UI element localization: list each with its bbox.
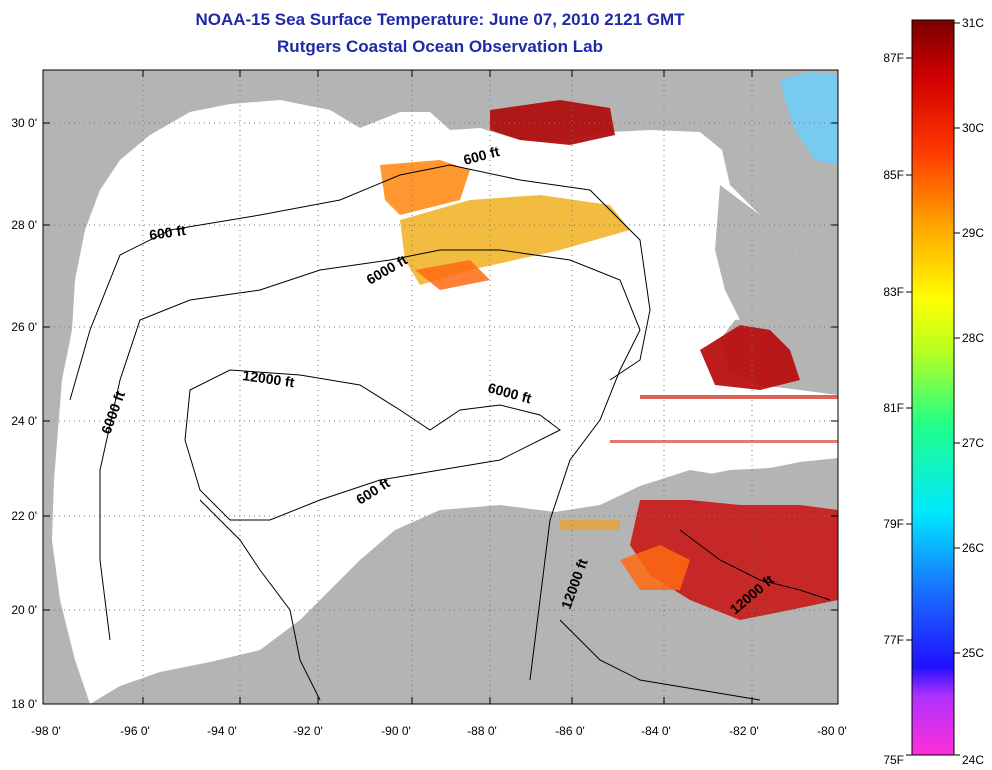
lon-label-98: -98 0' [31,724,61,738]
lon-label-90: -90 0' [381,724,411,738]
lat-label-26: 26 0' [11,320,37,334]
colorbar-label-27c: 27C [962,436,984,450]
lat-label-28: 28 0' [11,218,37,232]
color-bar [911,19,955,756]
lon-label-82: -82 0' [729,724,759,738]
map-subtitle: Rutgers Coastal Ocean Observation Lab [277,37,603,56]
colorbar-label-79f: 79F [883,517,904,531]
sst-patches [380,72,838,620]
lat-label-18: 18 0' [11,697,37,711]
frame-ticks [43,70,838,704]
lon-label-96: -96 0' [120,724,150,738]
lat-label-24: 24 0' [11,414,37,428]
colorbar-label-81f: 81F [883,401,904,415]
colorbar-label-29c: 29C [962,226,984,240]
lon-label-94: -94 0' [207,724,237,738]
lat-label-20: 20 0' [11,603,37,617]
colorbar-label-30c: 30C [962,121,984,135]
colorbar-label-31c: 31C [962,16,984,30]
colorbar-label-83f: 83F [883,285,904,299]
lat-label-22: 22 0' [11,509,37,523]
lon-label-88: -88 0' [467,724,497,738]
contour-label-600ft-west: 600 ft [148,222,187,243]
colorbar-label-77f: 77F [883,633,904,647]
lat-label-30: 30 0' [11,116,37,130]
map-frame [42,69,839,705]
lon-label-80: -80 0' [817,724,847,738]
colorbar-label-75f: 75F [883,753,904,767]
lon-label-84: -84 0' [641,724,671,738]
colorbar-label-87f: 87F [883,51,904,65]
florida-land [715,185,800,345]
colorbar-label-24c: 24C [962,753,984,767]
colorbar-label-26c: 26C [962,541,984,555]
colorbar-label-25c: 25C [962,646,984,660]
grid-lines [44,70,838,704]
colorbar-label-85f: 85F [883,168,904,182]
colorbar-label-28c: 28C [962,331,984,345]
map-title: NOAA-15 Sea Surface Temperature: June 07… [195,10,685,29]
lon-label-86: -86 0' [555,724,585,738]
color-bar-ticks [906,22,960,756]
yucatan-land [310,528,500,704]
bathymetry-contours [69,164,831,701]
lon-label-92: -92 0' [293,724,323,738]
contour-label-12000ft-center: 12000 ft [242,367,296,390]
